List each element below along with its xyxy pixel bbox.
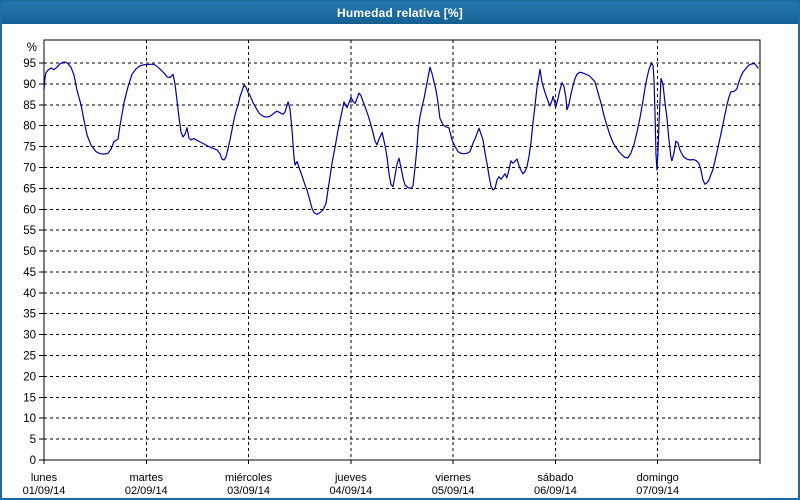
y-tick-label: 0 xyxy=(30,455,36,467)
y-axis-unit-label: % xyxy=(27,42,37,54)
y-tick-label: 20 xyxy=(23,371,36,383)
window-title: Humedad relativa [%] xyxy=(336,6,464,20)
y-tick-label: 25 xyxy=(23,351,36,363)
y-tick-label: 30 xyxy=(23,330,36,342)
x-tick-label-day: sábado xyxy=(537,472,573,484)
x-tick-label-day: viernes xyxy=(435,472,471,484)
x-tick-label-date: 01/09/14 xyxy=(23,485,66,497)
x-tick-label-day: domingo xyxy=(637,472,679,484)
x-tick-label-date: 03/09/14 xyxy=(227,485,270,497)
y-tick-label: 10 xyxy=(23,413,36,425)
humidity-series-line xyxy=(43,61,759,215)
x-tick-label-day: miércoles xyxy=(225,472,273,484)
x-tick-label-day: jueves xyxy=(334,472,367,484)
y-tick-label: 65 xyxy=(23,183,36,195)
x-tick-label-date: 04/09/14 xyxy=(329,485,372,497)
humidity-line-chart: 0 5 10 15 20 25 30 35 40 45 50 55 60 65 70 75 80 85 90 95% l… xyxy=(23,39,761,497)
y-tick-label: 5 xyxy=(30,434,36,446)
x-tick-label-date: 02/09/14 xyxy=(125,485,168,497)
y-tick-label: 50 xyxy=(23,246,36,258)
y-tick-label: 60 xyxy=(23,204,36,216)
window-titlebar: Humedad relativa [%] xyxy=(2,2,798,24)
x-tick-label-day: lunes xyxy=(31,472,58,484)
y-tick-label: 15 xyxy=(23,392,36,404)
y-tick-label: 80 xyxy=(23,121,36,133)
y-tick-label: 90 xyxy=(23,79,36,91)
x-tick-label-date: 05/09/14 xyxy=(432,485,475,497)
x-tick-label-day: martes xyxy=(129,472,163,484)
x-tick-label-date: 06/09/14 xyxy=(534,485,577,497)
y-tick-label: 85 xyxy=(23,100,36,112)
chart-area: 0 5 10 15 20 25 30 35 40 45 50 55 60 65 70 75 80 85 90 95% l… xyxy=(2,24,798,498)
y-tick-label: 95 xyxy=(23,58,36,70)
y-tick-label: 70 xyxy=(23,162,36,174)
y-tick-label: 35 xyxy=(23,309,36,321)
x-tick-label-date: 07/09/14 xyxy=(636,485,679,497)
y-tick-label: 45 xyxy=(23,267,36,279)
y-tick-label: 75 xyxy=(23,142,36,154)
y-tick-label: 55 xyxy=(23,225,36,237)
plot-background xyxy=(43,39,761,461)
y-tick-label: 40 xyxy=(23,288,36,300)
